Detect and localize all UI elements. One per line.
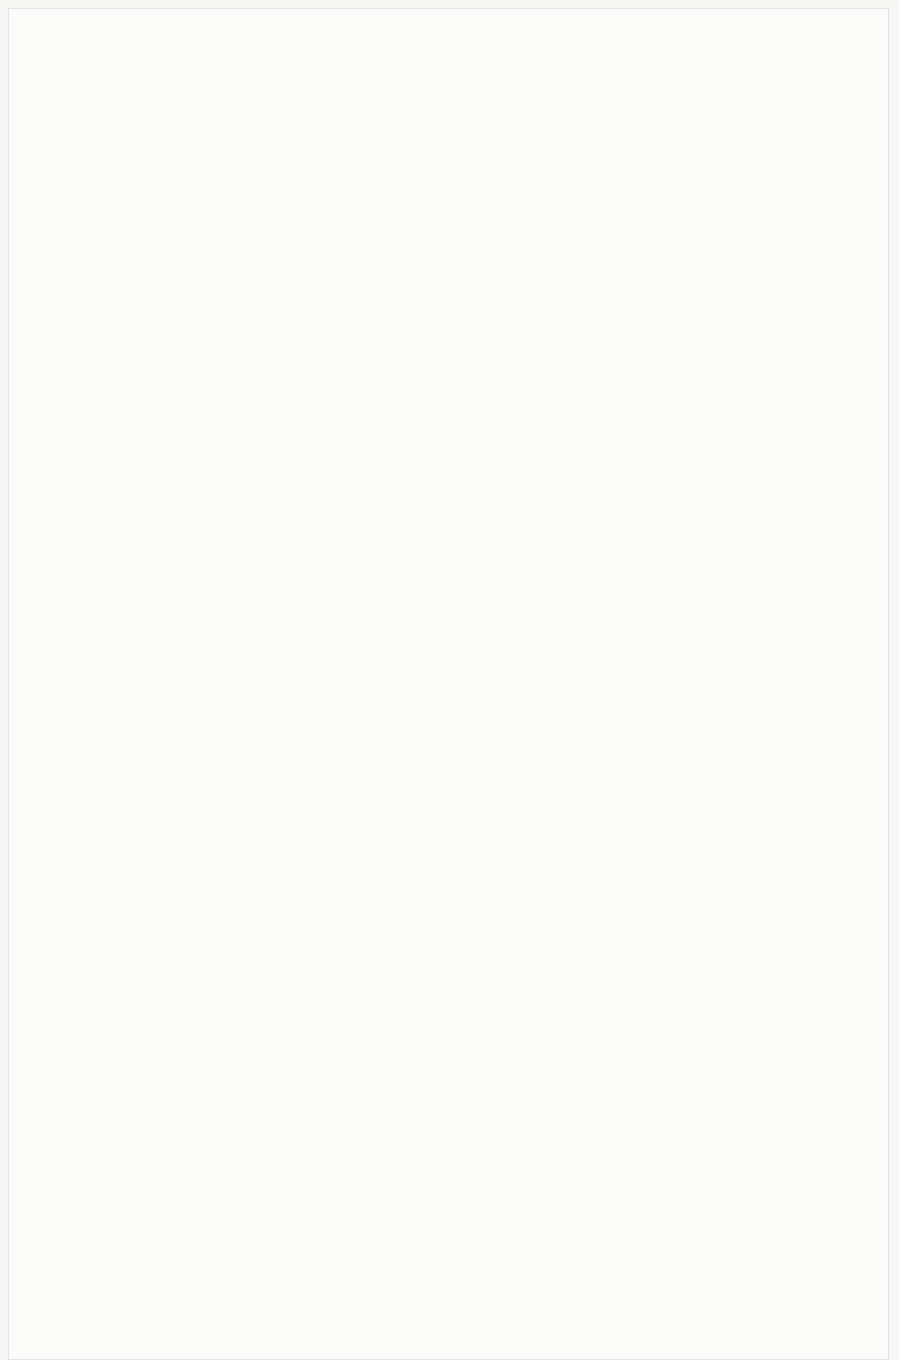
chart-frame — [8, 8, 889, 1360]
